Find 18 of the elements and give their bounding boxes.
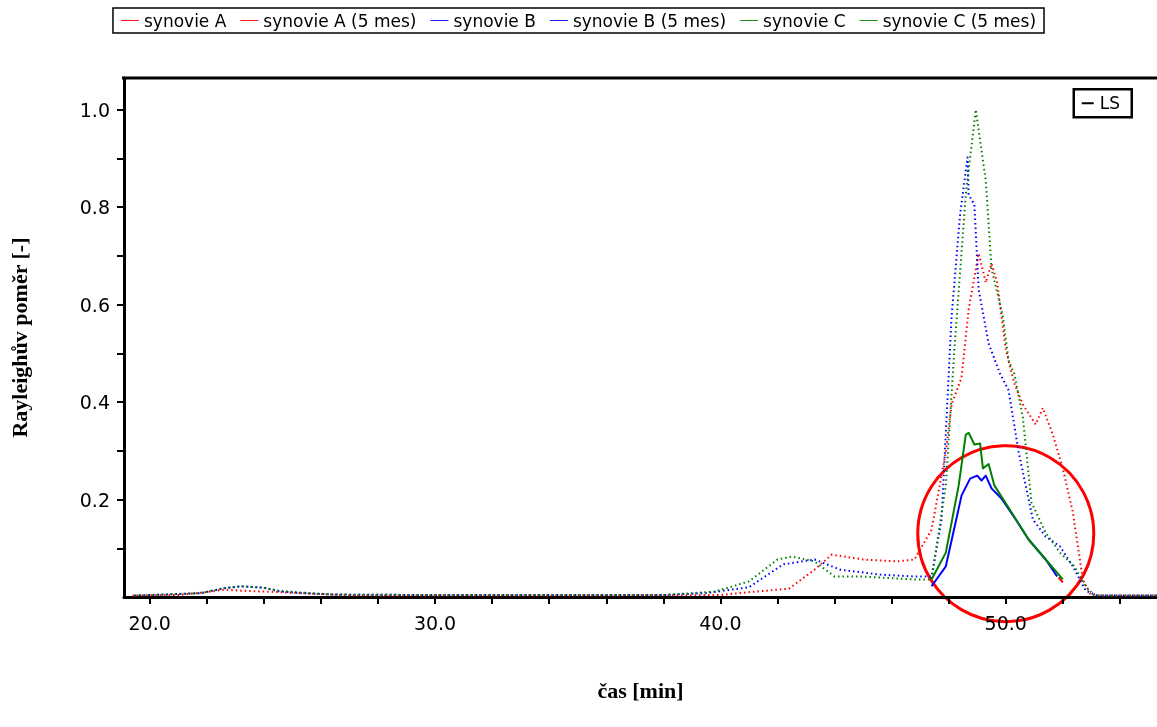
x-axis-title: čas [min] <box>597 677 684 703</box>
y-tick-label: 0.8 <box>79 196 110 219</box>
y-tick-label: 0.6 <box>79 293 110 316</box>
legend-label: synovie B (5 mes) <box>572 10 727 31</box>
y-axis-title: Rayleighův poměr [-] <box>6 237 32 438</box>
line-series <box>930 431 1064 581</box>
y-tick-label: 0.4 <box>79 391 110 414</box>
x-tick-label: 30.0 <box>413 611 457 634</box>
legend-label: synovie C (5 mes) <box>882 10 1037 31</box>
legend-label: synovie A <box>143 10 227 31</box>
y-tick-label: 1.0 <box>79 98 110 121</box>
legend-label: synovie A (5 mes) <box>263 10 417 31</box>
legend-label: synovie C <box>763 10 846 31</box>
legend-label: synovie B <box>453 10 536 31</box>
x-tick-label: 40.0 <box>699 611 742 634</box>
annotation: LS <box>1099 93 1121 114</box>
y-tick-label: 0.2 <box>79 488 110 511</box>
x-tick-label: 20.0 <box>128 611 171 634</box>
